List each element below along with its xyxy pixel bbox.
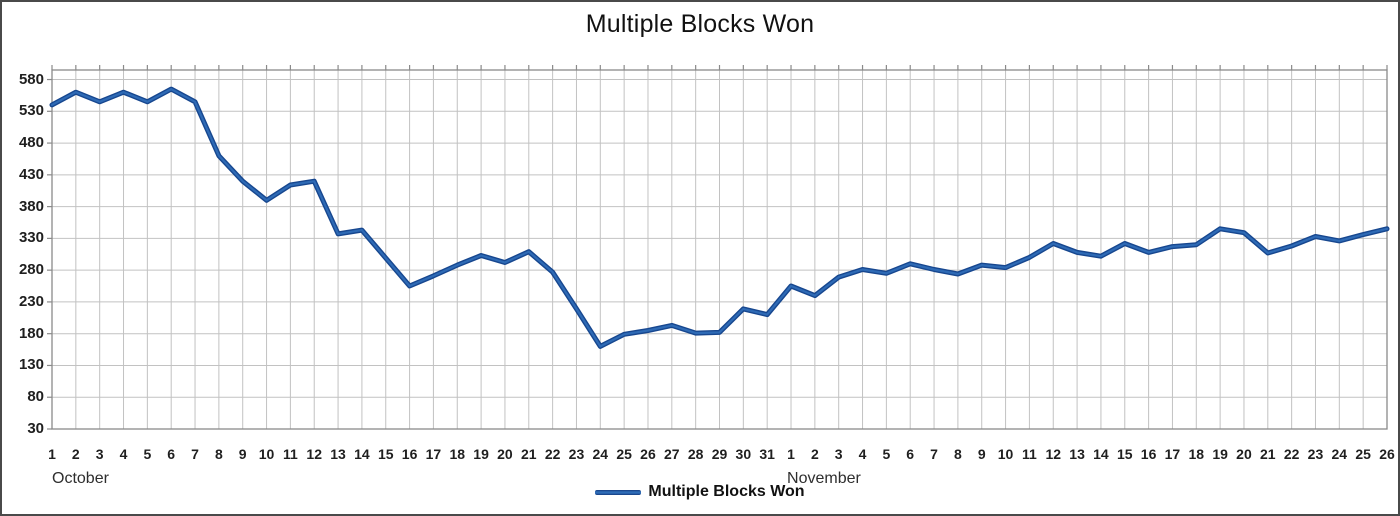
x-tick-label: 22 bbox=[1283, 446, 1300, 462]
x-tick-label: 4 bbox=[858, 446, 867, 462]
x-tick-label: 29 bbox=[711, 446, 728, 462]
x-tick-label: 12 bbox=[306, 446, 322, 462]
x-tick-label: 8 bbox=[214, 446, 223, 462]
x-tick-label: 10 bbox=[258, 446, 275, 462]
x-tick-label: 8 bbox=[953, 446, 962, 462]
x-tick-label: 16 bbox=[1140, 446, 1157, 462]
x-tick-label: 18 bbox=[449, 446, 466, 462]
x-tick-label: 2 bbox=[71, 446, 80, 462]
chart-title: Multiple Blocks Won bbox=[585, 10, 815, 38]
x-tick-label: 1 bbox=[787, 446, 795, 462]
x-tick-label: 7 bbox=[930, 446, 938, 462]
y-tick-label: 430 bbox=[18, 165, 44, 183]
y-tick-label: 30 bbox=[27, 420, 44, 437]
x-axis-month-october: October bbox=[52, 470, 109, 487]
x-tick-label: 7 bbox=[191, 446, 199, 462]
x-tick-label: 15 bbox=[377, 446, 394, 462]
x-tick-label: 14 bbox=[1093, 446, 1109, 462]
x-tick-label: 3 bbox=[95, 446, 104, 462]
x-tick-label: 18 bbox=[1188, 446, 1205, 462]
y-tick-label: 580 bbox=[18, 70, 44, 88]
x-tick-label: 2 bbox=[810, 446, 819, 462]
x-tick-label: 9 bbox=[238, 446, 247, 462]
y-tick-label: 480 bbox=[18, 134, 44, 152]
x-tick-label: 3 bbox=[834, 446, 843, 462]
x-tick-label: 5 bbox=[882, 446, 891, 462]
x-tick-label: 17 bbox=[1164, 446, 1181, 462]
x-tick-label: 24 bbox=[1331, 446, 1348, 462]
x-tick-label: 13 bbox=[330, 446, 346, 462]
x-tick-label: 28 bbox=[687, 446, 704, 462]
legend-label: Multiple Blocks Won bbox=[648, 483, 805, 500]
x-tick-label: 6 bbox=[906, 446, 915, 462]
x-tick-label: 30 bbox=[735, 446, 752, 462]
y-tick-label: 280 bbox=[18, 261, 44, 279]
x-tick-label: 5 bbox=[143, 446, 152, 462]
legend: Multiple Blocks Won bbox=[2, 483, 1398, 501]
x-tick-label: 20 bbox=[1236, 446, 1252, 462]
y-tick-label: 230 bbox=[18, 292, 44, 310]
x-axis-month-november: November bbox=[787, 470, 861, 487]
x-tick-label: 13 bbox=[1069, 446, 1085, 462]
y-tick-label: 380 bbox=[18, 197, 44, 215]
x-tick-label: 9 bbox=[977, 446, 986, 462]
x-tick-label: 26 bbox=[1379, 446, 1395, 462]
plot-border bbox=[51, 69, 1388, 430]
y-tick-label: 130 bbox=[18, 356, 44, 374]
x-tick-label: 23 bbox=[1307, 446, 1324, 462]
x-tick-label: 19 bbox=[1212, 446, 1228, 462]
x-tick-label: 26 bbox=[640, 446, 656, 462]
x-tick-label: 23 bbox=[568, 446, 585, 462]
y-tick-label: 180 bbox=[18, 324, 44, 342]
legend-line-swatch bbox=[595, 489, 642, 495]
data-series-line-highlight bbox=[50, 87, 1389, 348]
x-tick-label: 10 bbox=[997, 446, 1014, 462]
y-tick-label: 80 bbox=[27, 388, 44, 406]
x-tick-label: 21 bbox=[520, 446, 537, 462]
x-tick-label: 27 bbox=[664, 446, 680, 462]
x-tick-label: 22 bbox=[544, 446, 561, 462]
y-tick-label: 330 bbox=[18, 229, 44, 247]
x-tick-label: 24 bbox=[592, 446, 609, 462]
x-tick-label: 6 bbox=[167, 446, 176, 462]
x-tick-label: 20 bbox=[497, 446, 513, 462]
x-tick-label: 15 bbox=[1116, 446, 1133, 462]
x-tick-label: 11 bbox=[1022, 446, 1037, 462]
x-tick-label: 16 bbox=[401, 446, 418, 462]
y-tick-label: 530 bbox=[18, 102, 44, 120]
x-tick-label: 31 bbox=[759, 446, 775, 462]
x-tick-label: 1 bbox=[48, 446, 56, 462]
x-tick-label: 17 bbox=[425, 446, 442, 462]
x-tick-label: 4 bbox=[119, 446, 128, 462]
x-tick-label: 11 bbox=[282, 446, 298, 462]
x-tick-label: 21 bbox=[1260, 446, 1276, 462]
x-tick-label: 25 bbox=[616, 446, 632, 462]
x-tick-label: 19 bbox=[473, 446, 489, 462]
x-tick-label: 14 bbox=[354, 446, 370, 462]
x-tick-label: 12 bbox=[1045, 446, 1062, 462]
x-tick-label: 25 bbox=[1355, 446, 1371, 462]
